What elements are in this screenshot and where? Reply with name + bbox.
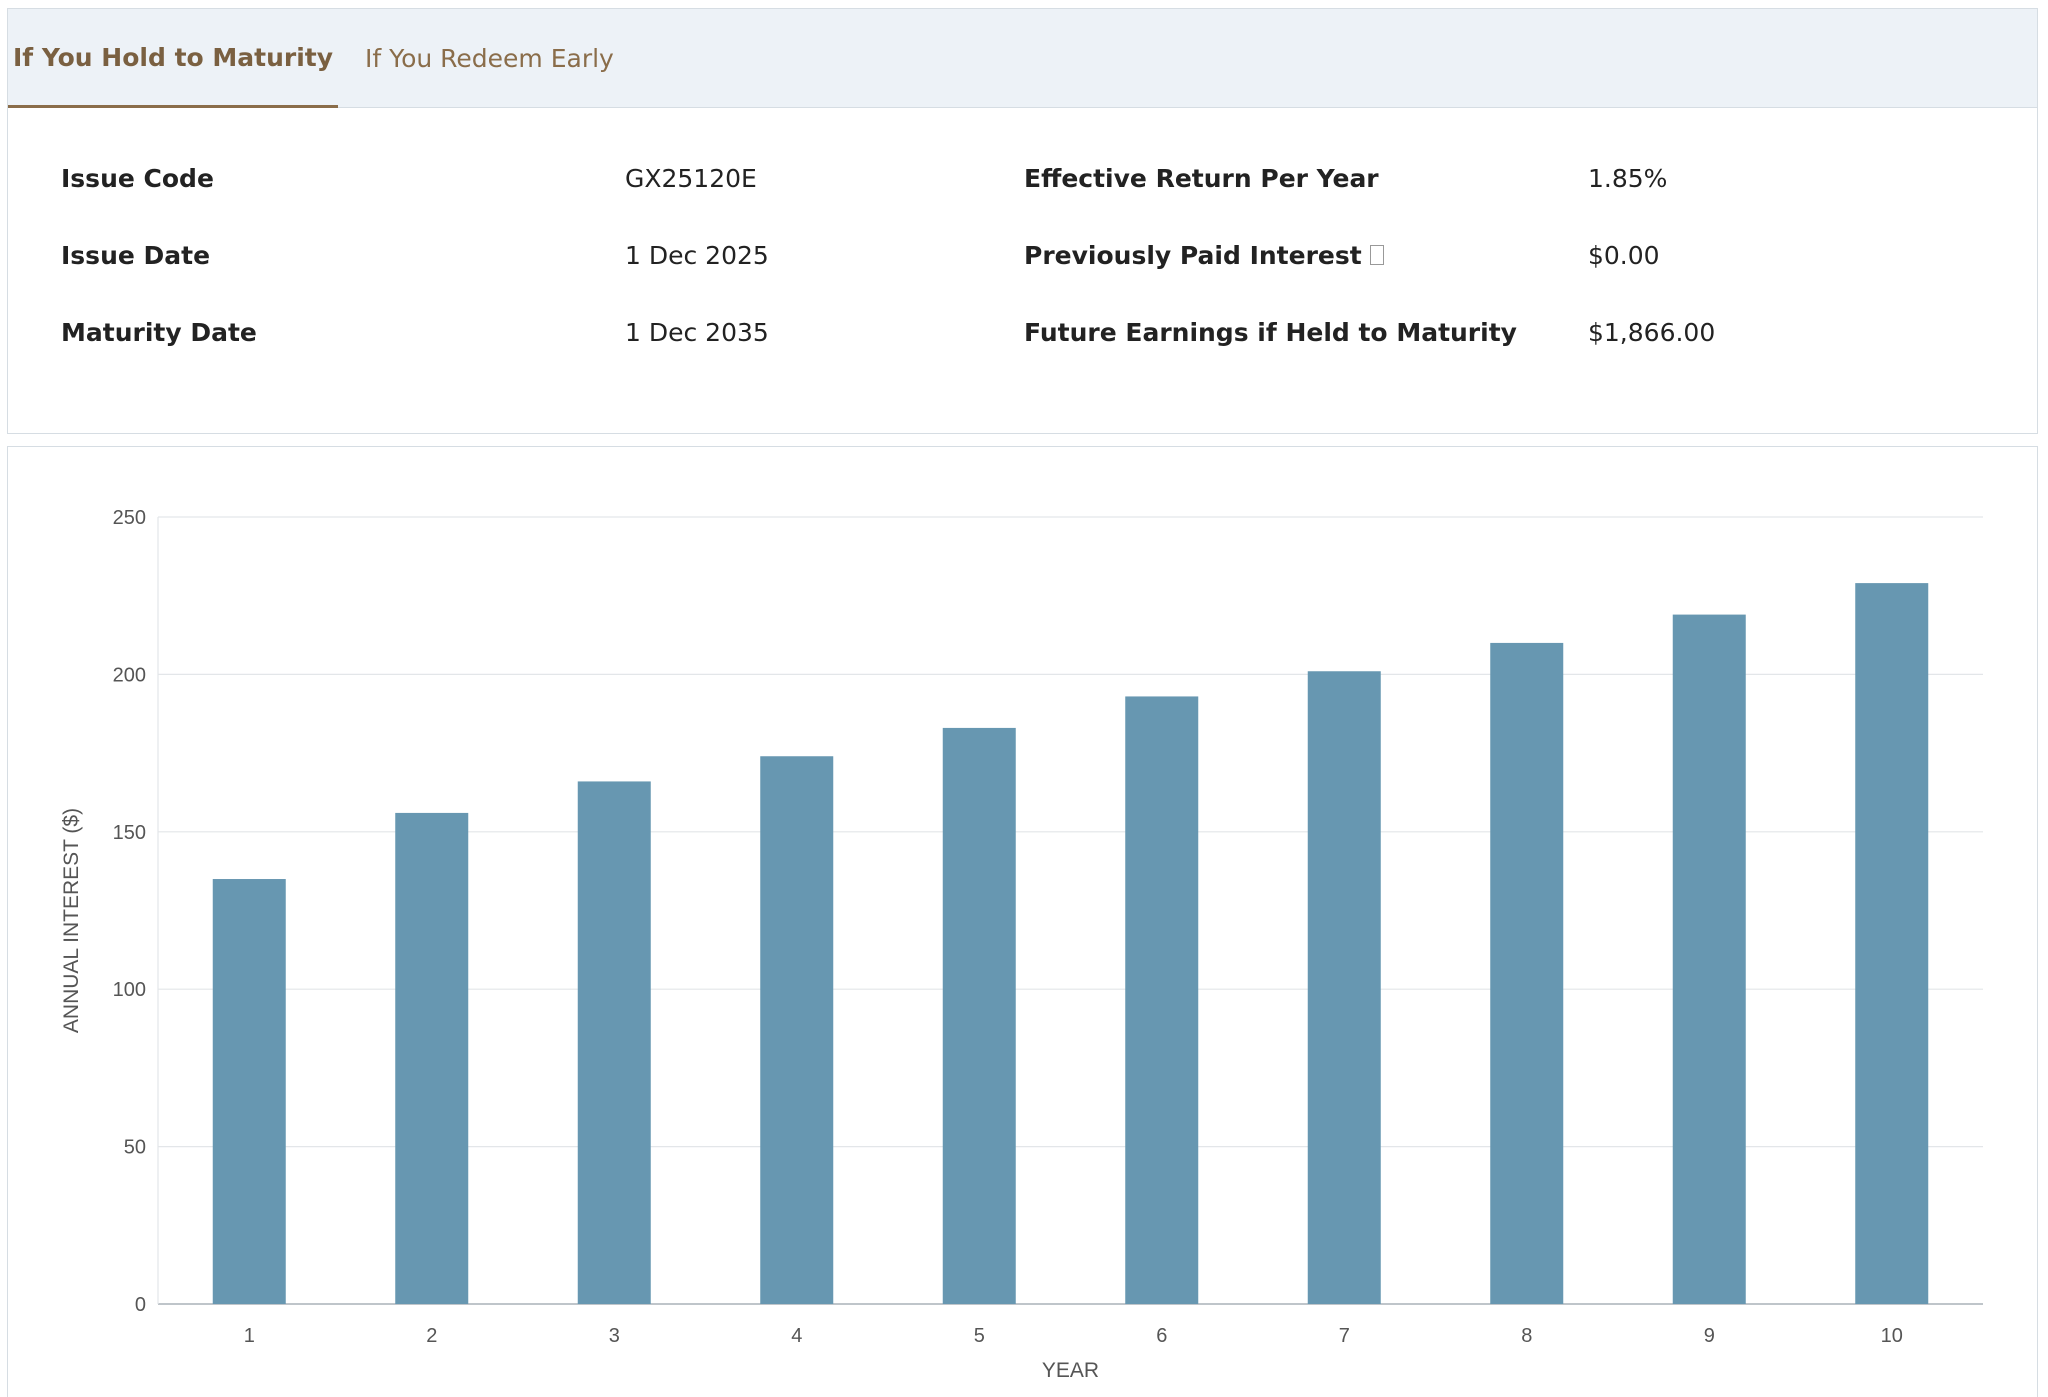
previously-paid-interest-label: Previously Paid Interest [1024, 241, 1384, 270]
bar [1490, 642, 1564, 1304]
bar [1125, 696, 1199, 1304]
details-panel: If You Hold to Maturity If You Redeem Ea… [7, 8, 2038, 434]
issue-date-value: 1 Dec 2025 [625, 241, 769, 270]
x-tick-label: 7 [1339, 1325, 1350, 1347]
x-tick-label: 5 [974, 1325, 985, 1347]
x-tick-label: 3 [609, 1325, 620, 1347]
bar [1855, 583, 1929, 1304]
issue-date-label: Issue Date [61, 241, 211, 270]
future-earnings-label: Future Earnings if Held to Maturity [1024, 318, 1517, 347]
issue-code-value: GX25120E [625, 164, 757, 193]
x-axis-title: YEAR [1042, 1359, 1099, 1382]
bar [1307, 671, 1381, 1304]
bar [1672, 614, 1746, 1304]
bar [577, 781, 651, 1304]
x-tick-label: 8 [1521, 1325, 1532, 1347]
bar [942, 727, 1016, 1304]
bar [212, 879, 286, 1304]
x-tick-label: 4 [791, 1325, 802, 1347]
effective-return-label: Effective Return Per Year [1024, 164, 1379, 193]
y-tick-label: 250 [113, 507, 146, 529]
maturity-date-label: Maturity Date [61, 318, 257, 347]
effective-return-value: 1.85% [1588, 164, 1668, 193]
y-tick-label: 50 [124, 1137, 146, 1159]
chart-panel: 0 50 100 150 200 250 1 2 3 4 5 6 7 8 9 10 YEAR ANNUAL INT… [7, 446, 2038, 1397]
tab-bar: If You Hold to Maturity If You Redeem Ea… [8, 9, 2037, 108]
tab-redeem-early[interactable]: If You Redeem Early [365, 44, 614, 73]
previously-paid-interest-value: $0.00 [1588, 241, 1660, 270]
future-earnings-value: $1,866.00 [1588, 318, 1716, 347]
x-tick-label: 6 [1156, 1325, 1167, 1347]
x-tick-label: 9 [1704, 1325, 1715, 1347]
x-tick-label: 1 [244, 1325, 255, 1347]
issue-code-label: Issue Code [61, 164, 214, 193]
y-tick-label: 0 [135, 1294, 146, 1316]
y-axis-title: ANNUAL INTEREST ($) [60, 808, 83, 1033]
y-tick-label: 100 [113, 979, 146, 1001]
maturity-date-value: 1 Dec 2035 [625, 318, 769, 347]
annual-interest-bar-chart: 0 50 100 150 200 250 1 2 3 4 5 6 7 8 9 10 YEAR ANNUAL INT… [60, 507, 1983, 1382]
tab-hold-to-maturity[interactable]: If You Hold to Maturity [8, 9, 338, 108]
bar [760, 756, 834, 1304]
x-tick-label: 2 [426, 1325, 437, 1347]
info-icon[interactable] [1369, 245, 1384, 265]
x-tick-label: 10 [1881, 1325, 1903, 1347]
bar [395, 812, 469, 1304]
previously-paid-interest-text: Previously Paid Interest [1024, 241, 1362, 270]
y-tick-label: 200 [113, 664, 146, 686]
y-tick-label: 150 [113, 822, 146, 844]
